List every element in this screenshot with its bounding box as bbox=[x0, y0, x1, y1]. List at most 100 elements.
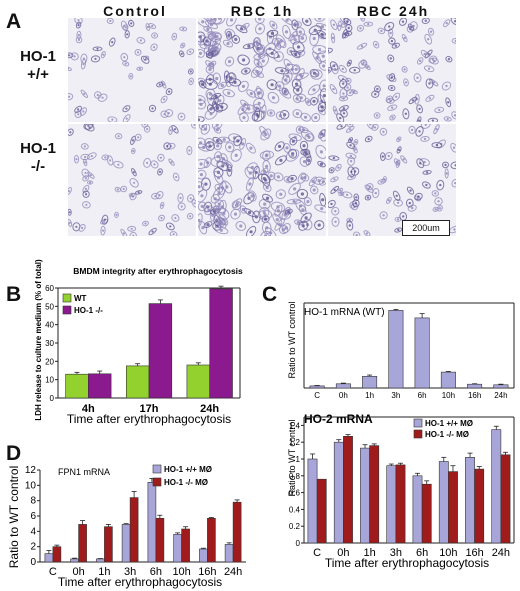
cell-nucleus bbox=[214, 94, 218, 98]
cell-outline bbox=[330, 32, 336, 44]
cell-nucleus bbox=[435, 128, 438, 131]
cell-outline bbox=[329, 84, 338, 95]
cell-outline bbox=[373, 112, 381, 119]
x-tick-label: 16h bbox=[468, 391, 481, 400]
cell-outline bbox=[198, 181, 205, 193]
cell-outline bbox=[364, 135, 373, 143]
cell-nucleus bbox=[348, 224, 351, 227]
cell-nucleus bbox=[438, 108, 441, 112]
cell-outline bbox=[388, 28, 394, 38]
cell-nucleus bbox=[410, 128, 414, 132]
cell-outline bbox=[207, 31, 217, 38]
cell-outline bbox=[444, 168, 449, 179]
cell-nucleus bbox=[68, 95, 71, 98]
cell-nucleus bbox=[347, 26, 350, 30]
cell-nucleus bbox=[334, 210, 337, 213]
cell-nucleus bbox=[387, 154, 390, 158]
cell-nucleus bbox=[423, 137, 427, 141]
row-label-ho1-wt: HO-1 +/+ bbox=[8, 48, 68, 84]
cell-nucleus bbox=[290, 153, 295, 157]
cell-outline bbox=[363, 230, 371, 236]
cell-nucleus bbox=[397, 148, 401, 152]
cell-outline bbox=[428, 55, 438, 64]
y-tick-label: 30 bbox=[45, 339, 54, 348]
cell-nucleus bbox=[117, 135, 120, 138]
cell-outline bbox=[294, 219, 303, 226]
cell-nucleus bbox=[109, 19, 112, 22]
cell-nucleus bbox=[314, 116, 318, 120]
x-tick-label: 24h bbox=[224, 566, 242, 578]
cell-outline bbox=[127, 225, 137, 232]
cell-outline bbox=[180, 42, 186, 49]
cell-outline bbox=[300, 112, 311, 122]
cell-outline bbox=[258, 198, 271, 210]
micrograph-rbc1h-ko-cells bbox=[198, 124, 326, 236]
bar bbox=[369, 445, 380, 544]
cell-nucleus bbox=[434, 192, 437, 195]
bar bbox=[52, 546, 62, 563]
micrograph-control-wt-cells bbox=[68, 18, 195, 122]
cell-nucleus bbox=[151, 24, 154, 28]
bar bbox=[395, 464, 406, 544]
cell-nucleus bbox=[123, 24, 126, 27]
cell-outline bbox=[252, 210, 261, 224]
cell-outline bbox=[212, 32, 222, 41]
legend-label: HO-1 +/+ MØ bbox=[164, 465, 212, 474]
cell-outline bbox=[124, 30, 130, 39]
cell-nucleus bbox=[254, 215, 258, 219]
cell-outline bbox=[441, 81, 452, 91]
cell-outline bbox=[414, 93, 420, 105]
cell-outline bbox=[304, 97, 312, 106]
cell-outline bbox=[278, 87, 292, 99]
cell-outline bbox=[188, 77, 194, 86]
bar bbox=[173, 534, 182, 563]
cell-nucleus bbox=[445, 84, 448, 88]
cell-nucleus bbox=[394, 44, 397, 47]
cell-nucleus bbox=[332, 156, 336, 160]
x-tick-label: 24h bbox=[494, 391, 507, 400]
cell-outline bbox=[316, 29, 326, 39]
cell-nucleus bbox=[270, 31, 274, 35]
bar bbox=[121, 524, 131, 563]
cell-outline bbox=[345, 125, 355, 133]
cell-outline bbox=[300, 173, 310, 182]
cell-nucleus bbox=[298, 30, 302, 34]
cell-outline bbox=[166, 142, 176, 150]
cell-outline bbox=[392, 92, 401, 101]
cell-nucleus bbox=[209, 23, 214, 27]
cell-nucleus bbox=[283, 91, 287, 95]
cell-outline bbox=[317, 160, 326, 168]
cell-nucleus bbox=[293, 38, 297, 42]
cell-outline bbox=[328, 199, 336, 209]
cell-outline bbox=[186, 145, 193, 156]
cell-nucleus bbox=[284, 226, 288, 230]
cell-outline bbox=[262, 160, 271, 173]
cell-outline bbox=[254, 23, 266, 35]
cell-nucleus bbox=[411, 99, 415, 102]
cell-nucleus bbox=[81, 226, 84, 229]
cell-nucleus bbox=[216, 160, 220, 164]
cell-outline bbox=[416, 104, 423, 114]
cell-outline bbox=[246, 89, 257, 98]
cell-nucleus bbox=[315, 56, 319, 60]
cell-nucleus bbox=[68, 211, 71, 214]
cell-nucleus bbox=[342, 107, 346, 110]
cell-nucleus bbox=[312, 36, 316, 41]
cell-nucleus bbox=[262, 110, 266, 114]
cell-outline bbox=[90, 55, 101, 63]
cell-nucleus bbox=[279, 158, 283, 162]
legend-label: HO-1 -/- MØ bbox=[425, 430, 469, 439]
cell-nucleus bbox=[104, 156, 107, 159]
cell-nucleus bbox=[244, 69, 248, 73]
cell-nucleus bbox=[428, 82, 431, 85]
cell-nucleus bbox=[228, 145, 232, 149]
cell-nucleus bbox=[151, 107, 154, 110]
cell-outline bbox=[379, 211, 388, 220]
cell-nucleus bbox=[418, 130, 421, 133]
x-tick-label: 16h bbox=[198, 566, 216, 578]
cell-outline bbox=[366, 183, 374, 191]
cell-outline bbox=[221, 159, 233, 169]
cell-outline bbox=[403, 78, 409, 87]
cell-nucleus bbox=[402, 158, 405, 161]
cell-nucleus bbox=[376, 87, 379, 91]
